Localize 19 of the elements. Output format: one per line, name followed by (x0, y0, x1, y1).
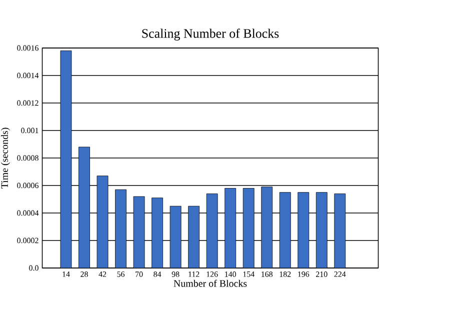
x-axis-title: Number of Blocks (174, 280, 247, 287)
bar (133, 196, 145, 268)
chart-title: Scaling Number of Blocks (142, 28, 279, 41)
bar (279, 192, 291, 268)
bar (261, 186, 273, 268)
bar (115, 189, 126, 268)
y-axis-title: Time (seconds) (0, 128, 10, 188)
bar (152, 198, 164, 268)
bar (298, 192, 310, 268)
bar (96, 176, 108, 268)
bar (188, 206, 200, 268)
bar (170, 206, 182, 268)
bar (242, 188, 254, 268)
bar (316, 192, 328, 268)
bar (78, 146, 90, 268)
bar (206, 194, 218, 268)
bar (334, 194, 346, 268)
bar (224, 188, 236, 268)
bar (60, 50, 72, 268)
